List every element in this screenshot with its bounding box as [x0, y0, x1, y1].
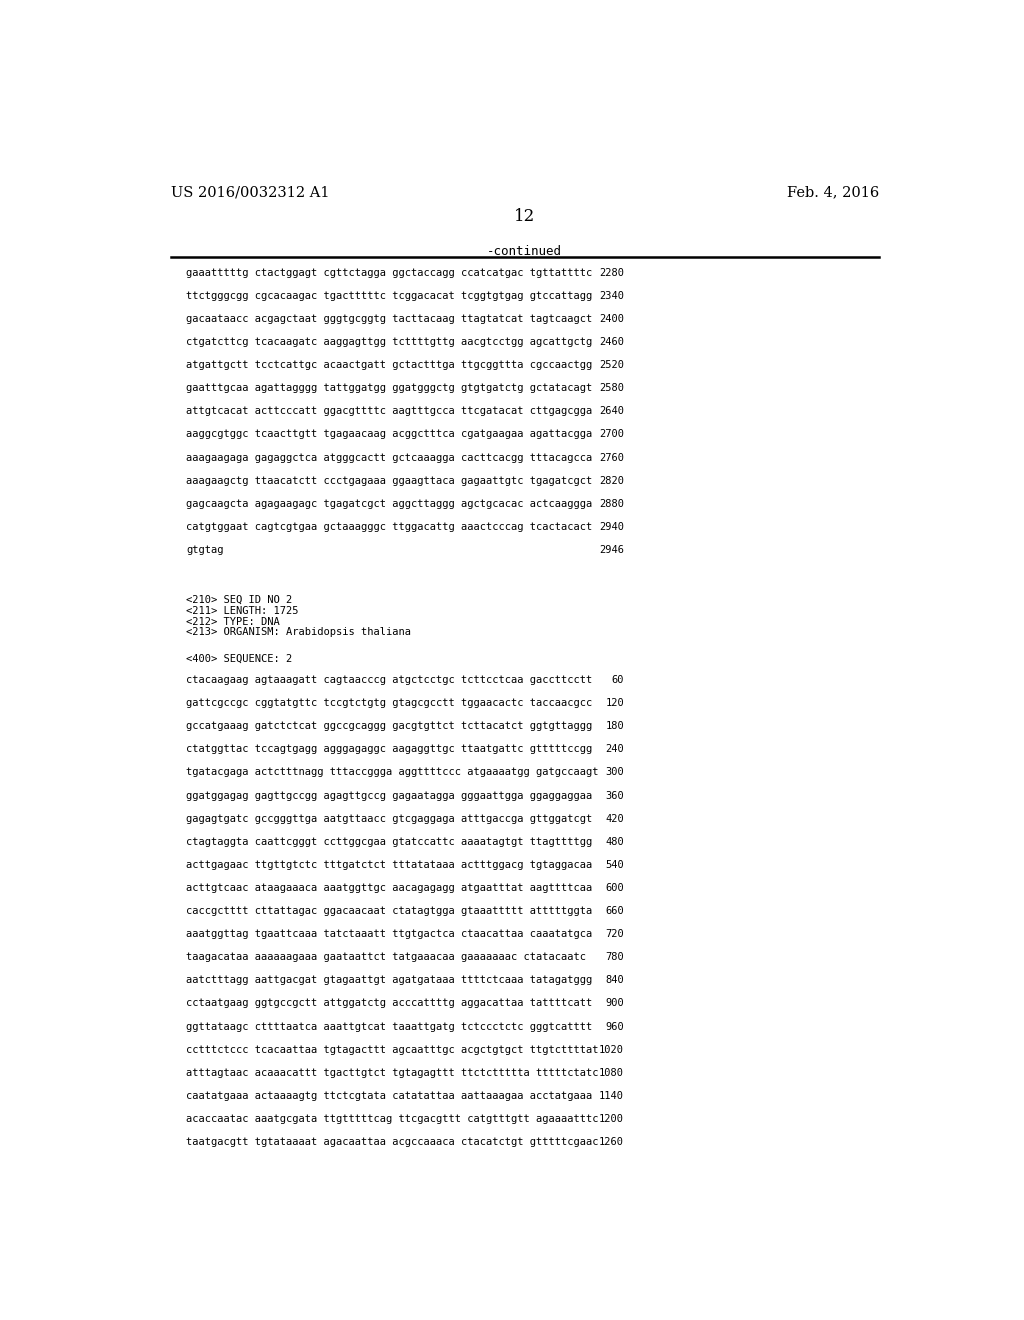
Text: <213> ORGANISM: Arabidopsis thaliana: <213> ORGANISM: Arabidopsis thaliana	[186, 627, 411, 638]
Text: taagacataa aaaaaagaaa gaataattct tatgaaacaa gaaaaaaac ctatacaatc: taagacataa aaaaaagaaa gaataattct tatgaaa…	[186, 952, 586, 962]
Text: 300: 300	[605, 767, 624, 777]
Text: 1200: 1200	[599, 1114, 624, 1123]
Text: ctatggttac tccagtgagg agggagaggc aagaggttgc ttaatgattc gtttttccgg: ctatggttac tccagtgagg agggagaggc aagaggt…	[186, 744, 592, 754]
Text: gaatttgcaa agattagggg tattggatgg ggatgggctg gtgtgatctg gctatacagt: gaatttgcaa agattagggg tattggatgg ggatggg…	[186, 383, 592, 393]
Text: gattcgccgc cggtatgttc tccgtctgtg gtagcgcctt tggaacactc taccaacgcc: gattcgccgc cggtatgttc tccgtctgtg gtagcgc…	[186, 698, 592, 708]
Text: Feb. 4, 2016: Feb. 4, 2016	[786, 185, 879, 199]
Text: 2340: 2340	[599, 290, 624, 301]
Text: -continued: -continued	[487, 246, 562, 259]
Text: aatctttagg aattgacgat gtagaattgt agatgataaa ttttctcaaa tatagatggg: aatctttagg aattgacgat gtagaattgt agatgat…	[186, 975, 592, 985]
Text: gacaataacc acgagctaat gggtgcggtg tacttacaag ttagtatcat tagtcaagct: gacaataacc acgagctaat gggtgcggtg tacttac…	[186, 314, 592, 323]
Text: 1020: 1020	[599, 1044, 624, 1055]
Text: 900: 900	[605, 998, 624, 1008]
Text: aaagaagaga gagaggctca atgggcactt gctcaaagga cacttcacgg tttacagcca: aaagaagaga gagaggctca atgggcactt gctcaaa…	[186, 453, 592, 462]
Text: gagcaagcta agagaagagc tgagatcgct aggcttaggg agctgcacac actcaaggga: gagcaagcta agagaagagc tgagatcgct aggctta…	[186, 499, 592, 508]
Text: <212> TYPE: DNA: <212> TYPE: DNA	[186, 616, 280, 627]
Text: 1260: 1260	[599, 1137, 624, 1147]
Text: aaagaagctg ttaacatctt ccctgagaaa ggaagttaca gagaattgtc tgagatcgct: aaagaagctg ttaacatctt ccctgagaaa ggaagtt…	[186, 475, 592, 486]
Text: gccatgaaag gatctctcat ggccgcaggg gacgtgttct tcttacatct ggtgttaggg: gccatgaaag gatctctcat ggccgcaggg gacgtgt…	[186, 721, 592, 731]
Text: 420: 420	[605, 813, 624, 824]
Text: caccgctttt cttattagac ggacaacaat ctatagtgga gtaaattttt atttttggta: caccgctttt cttattagac ggacaacaat ctatagt…	[186, 906, 592, 916]
Text: 2880: 2880	[599, 499, 624, 508]
Text: 780: 780	[605, 952, 624, 962]
Text: 480: 480	[605, 837, 624, 846]
Text: 180: 180	[605, 721, 624, 731]
Text: atttagtaac acaaacattt tgacttgtct tgtagagttt ttctcttttta tttttctatc: atttagtaac acaaacattt tgacttgtct tgtagag…	[186, 1068, 599, 1077]
Text: 540: 540	[605, 859, 624, 870]
Text: caatatgaaa actaaaagtg ttctcgtata catatattaa aattaaagaa acctatgaaa: caatatgaaa actaaaagtg ttctcgtata catatat…	[186, 1090, 592, 1101]
Text: 2400: 2400	[599, 314, 624, 323]
Text: 2700: 2700	[599, 429, 624, 440]
Text: aaatggttag tgaattcaaa tatctaaatt ttgtgactca ctaacattaa caaatatgca: aaatggttag tgaattcaaa tatctaaatt ttgtgac…	[186, 929, 592, 939]
Text: ctgatcttcg tcacaagatc aaggagttgg tcttttgttg aacgtcctgg agcattgctg: ctgatcttcg tcacaagatc aaggagttgg tcttttg…	[186, 337, 592, 347]
Text: 360: 360	[605, 791, 624, 800]
Text: ctagtaggta caattcgggt ccttggcgaa gtatccattc aaaatagtgt ttagttttgg: ctagtaggta caattcgggt ccttggcgaa gtatcca…	[186, 837, 592, 846]
Text: acaccaatac aaatgcgata ttgtttttcag ttcgacgttt catgtttgtt agaaaatttc: acaccaatac aaatgcgata ttgtttttcag ttcgac…	[186, 1114, 599, 1123]
Text: attgtcacat acttcccatt ggacgttttc aagtttgcca ttcgatacat cttgagcgga: attgtcacat acttcccatt ggacgttttc aagtttg…	[186, 407, 592, 416]
Text: <211> LENGTH: 1725: <211> LENGTH: 1725	[186, 606, 299, 615]
Text: 2580: 2580	[599, 383, 624, 393]
Text: 720: 720	[605, 929, 624, 939]
Text: 2820: 2820	[599, 475, 624, 486]
Text: ggttataagc cttttaatca aaattgtcat taaattgatg tctccctctc gggtcatttt: ggttataagc cttttaatca aaattgtcat taaattg…	[186, 1022, 592, 1031]
Text: ggatggagag gagttgccgg agagttgccg gagaatagga gggaattgga ggaggaggaa: ggatggagag gagttgccgg agagttgccg gagaata…	[186, 791, 592, 800]
Text: <400> SEQUENCE: 2: <400> SEQUENCE: 2	[186, 653, 293, 664]
Text: 660: 660	[605, 906, 624, 916]
Text: 240: 240	[605, 744, 624, 754]
Text: acttgagaac ttgttgtctc tttgatctct tttatataaa actttggacg tgtaggacaa: acttgagaac ttgttgtctc tttgatctct tttatat…	[186, 859, 592, 870]
Text: cctaatgaag ggtgccgctt attggatctg acccattttg aggacattaa tattttcatt: cctaatgaag ggtgccgctt attggatctg acccatt…	[186, 998, 592, 1008]
Text: US 2016/0032312 A1: US 2016/0032312 A1	[171, 185, 329, 199]
Text: 2280: 2280	[599, 268, 624, 277]
Text: taatgacgtt tgtataaaat agacaattaa acgccaaaca ctacatctgt gtttttcgaac: taatgacgtt tgtataaaat agacaattaa acgccaa…	[186, 1137, 599, 1147]
Text: catgtggaat cagtcgtgaa gctaaagggc ttggacattg aaactcccag tcactacact: catgtggaat cagtcgtgaa gctaaagggc ttggaca…	[186, 521, 592, 532]
Text: 960: 960	[605, 1022, 624, 1031]
Text: 600: 600	[605, 883, 624, 892]
Text: 12: 12	[514, 209, 536, 226]
Text: 2640: 2640	[599, 407, 624, 416]
Text: cctttctccc tcacaattaa tgtagacttt agcaatttgc acgctgtgct ttgtcttttat: cctttctccc tcacaattaa tgtagacttt agcaatt…	[186, 1044, 599, 1055]
Text: 2460: 2460	[599, 337, 624, 347]
Text: 2946: 2946	[599, 545, 624, 554]
Text: 2520: 2520	[599, 360, 624, 370]
Text: ttctgggcgg cgcacaagac tgactttttc tcggacacat tcggtgtgag gtccattagg: ttctgggcgg cgcacaagac tgactttttc tcggaca…	[186, 290, 592, 301]
Text: 1080: 1080	[599, 1068, 624, 1077]
Text: aaggcgtggc tcaacttgtt tgagaacaag acggctttca cgatgaagaa agattacgga: aaggcgtggc tcaacttgtt tgagaacaag acggctt…	[186, 429, 592, 440]
Text: 120: 120	[605, 698, 624, 708]
Text: 2940: 2940	[599, 521, 624, 532]
Text: gaaatttttg ctactggagt cgttctagga ggctaccagg ccatcatgac tgttattttc: gaaatttttg ctactggagt cgttctagga ggctacc…	[186, 268, 592, 277]
Text: tgatacgaga actctttnagg tttaccggga aggttttccc atgaaaatgg gatgccaagt: tgatacgaga actctttnagg tttaccggga aggttt…	[186, 767, 599, 777]
Text: acttgtcaac ataagaaaca aaatggttgc aacagagagg atgaatttat aagttttcaa: acttgtcaac ataagaaaca aaatggttgc aacagag…	[186, 883, 592, 892]
Text: 60: 60	[611, 675, 624, 685]
Text: 2760: 2760	[599, 453, 624, 462]
Text: ctacaagaag agtaaagatt cagtaacccg atgctcctgc tcttcctcaa gaccttcctt: ctacaagaag agtaaagatt cagtaacccg atgctcc…	[186, 675, 592, 685]
Text: atgattgctt tcctcattgc acaactgatt gctactttga ttgcggttta cgccaactgg: atgattgctt tcctcattgc acaactgatt gctactt…	[186, 360, 592, 370]
Text: gagagtgatc gccgggttga aatgttaacc gtcgaggaga atttgaccga gttggatcgt: gagagtgatc gccgggttga aatgttaacc gtcgagg…	[186, 813, 592, 824]
Text: <210> SEQ ID NO 2: <210> SEQ ID NO 2	[186, 595, 293, 605]
Text: 840: 840	[605, 975, 624, 985]
Text: 1140: 1140	[599, 1090, 624, 1101]
Text: gtgtag: gtgtag	[186, 545, 223, 554]
